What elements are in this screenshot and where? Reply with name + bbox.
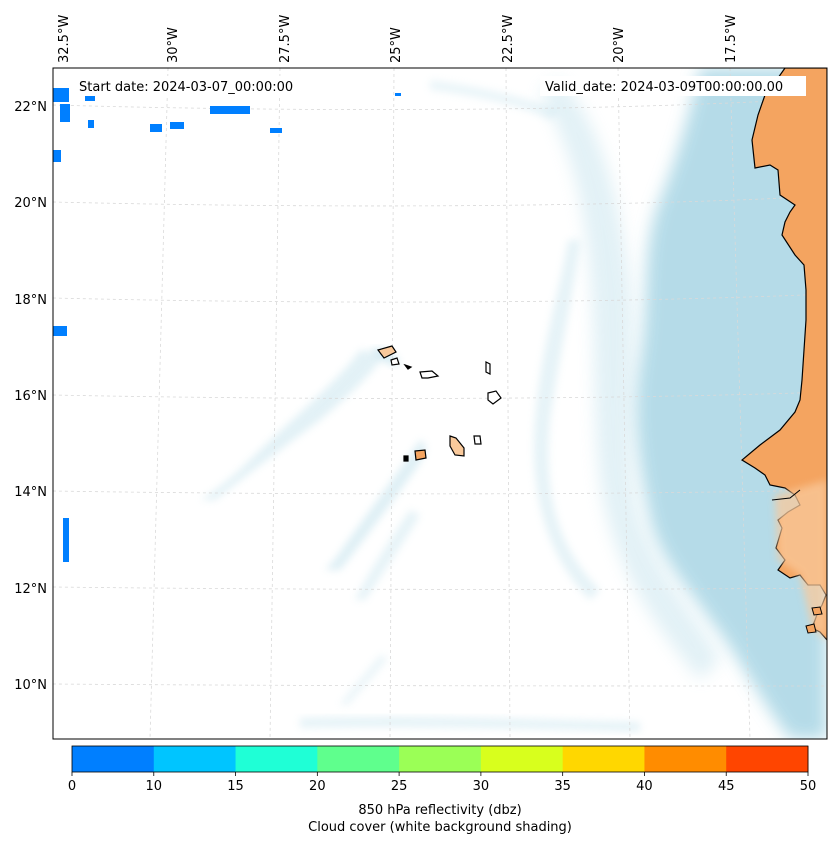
sao-nicolau-island — [419, 370, 440, 379]
gambia-river — [771, 489, 801, 501]
colorbar-swatch — [235, 746, 318, 772]
colorbar-swatch — [726, 746, 809, 772]
colorbar-tick-label: 30 — [473, 779, 490, 794]
colorbar-tick-label: 0 — [68, 779, 76, 794]
bissagos-island-2 — [805, 623, 817, 634]
lon-label-17-5w: 17.5°W — [724, 15, 739, 63]
colorbar-swatch — [72, 746, 155, 772]
lat-label-18n: 18°N — [14, 293, 47, 308]
lat-label-12n: 12°N — [14, 582, 47, 597]
lon-label-32-5w: 32.5°W — [57, 15, 72, 63]
colorbar-tick-label: 10 — [146, 779, 163, 794]
latitude-labels: 22°N 20°N 18°N 16°N 14°N 12°N 10°N — [14, 100, 47, 693]
colorbar-swatch — [399, 746, 482, 772]
lat-label-16n: 16°N — [14, 389, 47, 404]
reflectivity-cells — [53, 88, 401, 562]
colorbar-swatch — [480, 746, 564, 772]
colorbar-tick-label: 20 — [309, 779, 326, 794]
colorbar-tick-label: 25 — [391, 779, 408, 794]
lat-label-10n: 10°N — [14, 678, 47, 693]
colorbar-swatch — [317, 746, 400, 772]
maio-island — [473, 435, 482, 445]
sao-vicente-island — [390, 357, 400, 366]
start-date-box — [74, 76, 312, 96]
colorbar: 0 10 15 20 25 30 35 40 45 50 850 hPa reflectivity… — [68, 745, 816, 835]
fogo-island — [414, 449, 427, 461]
lon-label-30w: 30°W — [166, 27, 181, 63]
africa-haze — [775, 480, 827, 640]
valid-date-box — [540, 76, 806, 96]
santo-antao-island — [376, 345, 397, 359]
colorbar-tick-label: 15 — [227, 779, 244, 794]
colorbar-swatch — [562, 746, 645, 772]
cape-verde-islands — [376, 345, 502, 462]
map-frame — [52, 67, 828, 740]
boa-vista-island — [487, 390, 502, 405]
colorbar-swatch — [644, 746, 727, 772]
lat-label-20n: 20°N — [14, 196, 47, 211]
santiago-island — [449, 435, 465, 457]
colorbar-swatches — [72, 746, 809, 772]
colorbar-tick-label: 50 — [800, 779, 817, 794]
brava-island — [403, 455, 409, 462]
colorbar-swatch — [153, 746, 237, 772]
lat-label-22n: 22°N — [14, 100, 47, 115]
colorbar-ticks: 0 10 15 20 25 30 35 40 45 50 — [68, 772, 816, 794]
start-date-label: Start date: 2024-03-07_00:00:00 — [79, 80, 293, 95]
graticule — [53, 68, 827, 739]
sal-island — [485, 361, 491, 375]
valid-date-label: Valid_date: 2024-03-09T00:00:00.00 — [545, 80, 783, 95]
santa-luzia-island — [403, 363, 413, 370]
lat-label-14n: 14°N — [14, 485, 47, 500]
colorbar-frame — [71, 745, 809, 773]
lon-label-25w: 25°W — [389, 27, 404, 63]
colorbar-tick-label: 35 — [554, 779, 571, 794]
colorbar-label: 850 hPa reflectivity (dbz) — [358, 803, 521, 818]
lon-label-27-5w: 27.5°W — [278, 15, 293, 63]
lon-label-20w: 20°W — [612, 27, 627, 63]
colorbar-tick-label: 40 — [636, 779, 653, 794]
colorbar-sublabel: Cloud cover (white background shading) — [308, 820, 572, 835]
lon-label-22-5w: 22.5°W — [501, 15, 516, 63]
bissagos-island-1 — [811, 606, 823, 616]
longitude-labels: 32.5°W 30°W 27.5°W 25°W 22.5°W 20°W 17.5… — [57, 15, 739, 63]
colorbar-tick-label: 45 — [718, 779, 735, 794]
